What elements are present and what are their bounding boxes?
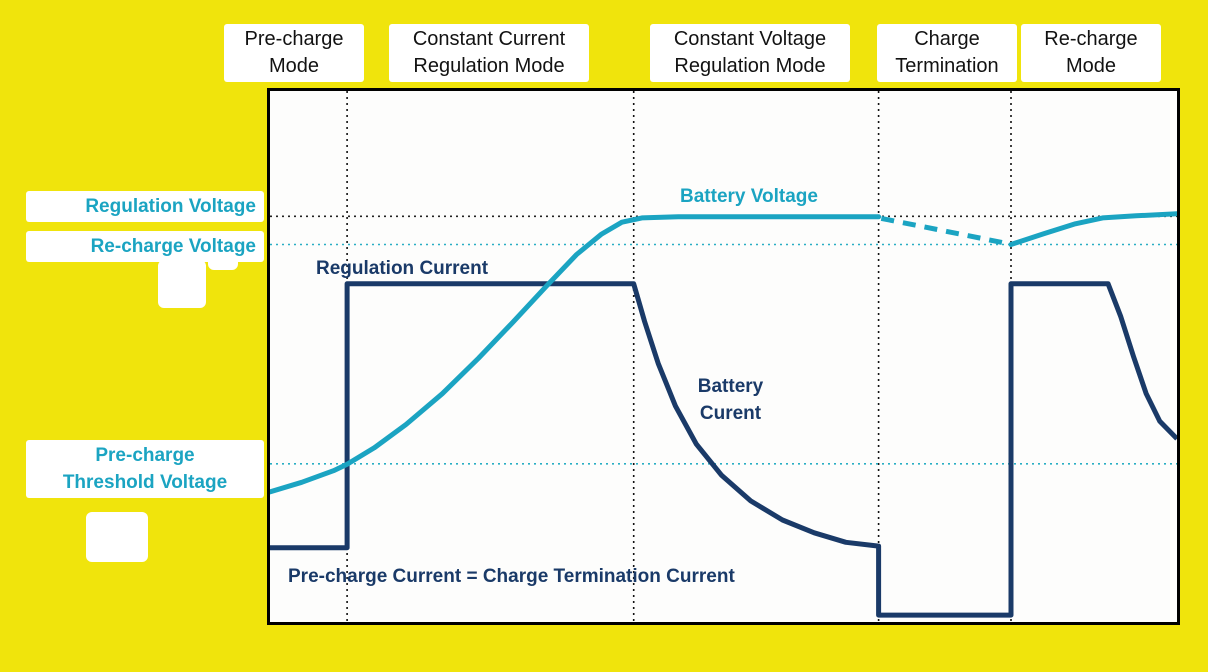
series-battery-voltage-main [270,214,882,495]
paint-blob [158,260,206,308]
curve-label-regulation-current: Regulation Current [316,258,489,279]
chart-canvas: Battery Voltage Regulation Current Batte… [267,88,1180,625]
series-battery-voltage-recharge [1008,211,1177,247]
curve-label-precharge-equals-termination: Pre-charge Current = Charge Termination … [288,566,735,587]
axis-label-precharge-threshold-voltage: Pre-charge Threshold Voltage [26,440,264,498]
series-battery-voltage-termination-decay [880,215,1010,247]
curve-label-battery-current: Battery Curent [697,376,764,424]
curve-label-battery-voltage: Battery Voltage [680,186,818,207]
charge-profile-plot [270,91,1177,622]
paint-blob [86,512,148,562]
axis-label-recharge-voltage: Re-charge Voltage [26,231,264,262]
axis-label-regulation-voltage: Regulation Voltage [26,191,264,222]
series-battery-current [270,281,1177,618]
phase-label-constant-current: Constant Current Regulation Mode [389,24,589,82]
phase-label-precharge-mode: Pre-charge Mode [224,24,364,82]
phase-label-constant-voltage: Constant Voltage Regulation Mode [650,24,850,82]
phase-label-recharge-mode: Re-charge Mode [1021,24,1161,82]
phase-label-charge-termination: Charge Termination [877,24,1017,82]
